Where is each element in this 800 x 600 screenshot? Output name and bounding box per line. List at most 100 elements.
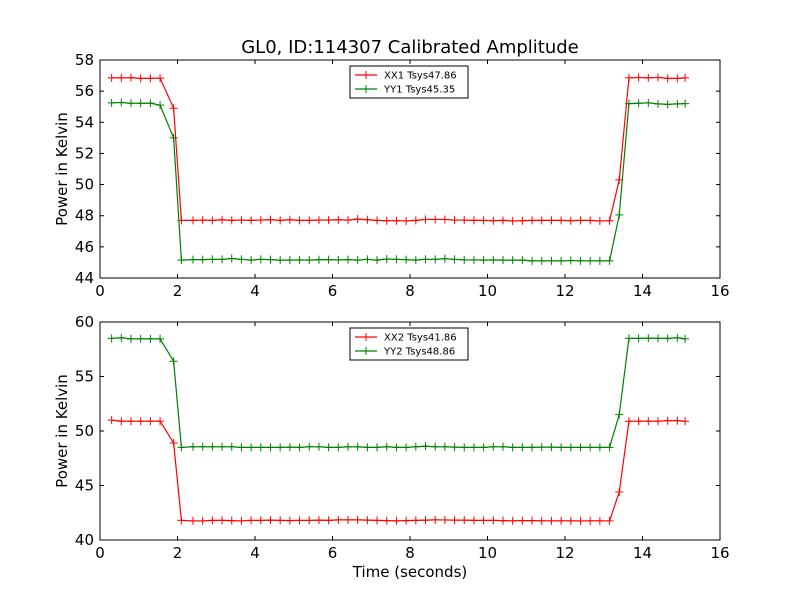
legend-entry: YY2 Tsys48.86 <box>355 347 455 358</box>
data-point <box>681 99 690 108</box>
data-point <box>127 417 135 426</box>
data-point <box>518 443 527 452</box>
y-tick-label: 54 <box>75 113 94 131</box>
data-point <box>634 417 643 426</box>
data-point <box>276 256 285 265</box>
data-point <box>469 443 478 452</box>
data-point <box>117 333 126 342</box>
data-point <box>156 334 165 343</box>
x-tick-label: 2 <box>173 282 183 300</box>
data-point <box>146 74 155 83</box>
data-point <box>421 516 430 525</box>
data-point <box>663 100 672 109</box>
data-point <box>615 210 624 219</box>
data-point <box>237 255 246 264</box>
data-point <box>654 99 662 108</box>
data-point <box>499 256 507 265</box>
data-point <box>654 417 662 426</box>
y-tick-label: 45 <box>75 477 94 495</box>
data-point <box>285 443 294 452</box>
data-point <box>392 255 401 264</box>
data-point <box>673 333 682 342</box>
data-point <box>218 516 227 525</box>
data-point <box>421 255 430 264</box>
data-point <box>373 216 382 225</box>
data-point <box>586 256 595 265</box>
data-point <box>344 515 352 524</box>
data-point <box>107 73 116 82</box>
data-point <box>285 516 294 525</box>
data-point <box>411 256 420 265</box>
data-point <box>663 416 672 425</box>
x-tick-label: 14 <box>633 544 652 562</box>
data-point <box>557 256 566 265</box>
data-point <box>208 516 217 525</box>
data-point <box>285 215 294 224</box>
data-point <box>576 516 585 525</box>
legend-label: YY1 Tsys45.35 <box>383 85 455 96</box>
data-point <box>107 98 116 107</box>
legend-entry: XX2 Tsys41.86 <box>355 333 457 344</box>
data-point <box>276 443 285 452</box>
data-point <box>508 443 517 452</box>
data-point <box>353 442 362 451</box>
data-point <box>353 515 362 524</box>
data-point <box>344 442 352 451</box>
x-tick-label: 8 <box>405 544 415 562</box>
legend-marker <box>362 333 370 341</box>
data-point <box>382 516 391 525</box>
data-point <box>256 216 265 225</box>
data-point <box>227 216 236 225</box>
data-point <box>644 417 653 426</box>
legend-label: YY2 Tsys48.86 <box>383 347 455 358</box>
data-point <box>460 443 469 452</box>
data-point <box>605 516 614 525</box>
data-point <box>169 438 178 447</box>
data-point <box>528 443 537 452</box>
data-point <box>295 216 304 225</box>
data-point <box>256 255 265 264</box>
y-tick-label: 56 <box>75 82 94 100</box>
data-point <box>305 442 314 451</box>
data-point <box>314 516 323 525</box>
data-point <box>156 74 165 83</box>
data-point <box>663 334 672 343</box>
figure-title: GL0, ID:114307 Calibrated Amplitude <box>241 37 579 58</box>
data-point <box>247 516 256 525</box>
y-tick-label: 58 <box>75 51 94 69</box>
data-point <box>156 101 165 110</box>
data-point <box>411 442 420 451</box>
data-point <box>518 216 527 225</box>
data-point <box>363 516 372 525</box>
data-point <box>402 217 411 226</box>
data-point <box>382 255 391 264</box>
data-point <box>169 104 178 113</box>
data-point <box>324 516 333 525</box>
data-point <box>117 417 126 426</box>
data-point <box>663 74 672 83</box>
data-point <box>537 443 546 452</box>
data-point <box>344 255 352 264</box>
y-tick-label: 48 <box>75 207 94 225</box>
data-point <box>373 443 382 452</box>
legend-label: XX2 Tsys41.86 <box>384 333 457 344</box>
data-point <box>411 516 420 525</box>
data-point <box>576 216 585 225</box>
legend: XX1 Tsys47.86 YY1 Tsys45.35 <box>349 65 469 99</box>
data-point <box>247 443 256 452</box>
data-point <box>557 516 566 525</box>
data-point <box>537 516 546 525</box>
x-tick-label: 4 <box>250 282 260 300</box>
data-point <box>460 516 469 525</box>
data-point <box>615 488 624 497</box>
data-point <box>499 442 507 451</box>
data-point <box>557 216 566 225</box>
data-point <box>576 256 585 265</box>
data-point <box>136 417 145 426</box>
data-point <box>644 73 653 82</box>
x-tick-label: 12 <box>555 544 574 562</box>
series-1 <box>107 73 690 226</box>
data-point <box>499 216 507 225</box>
